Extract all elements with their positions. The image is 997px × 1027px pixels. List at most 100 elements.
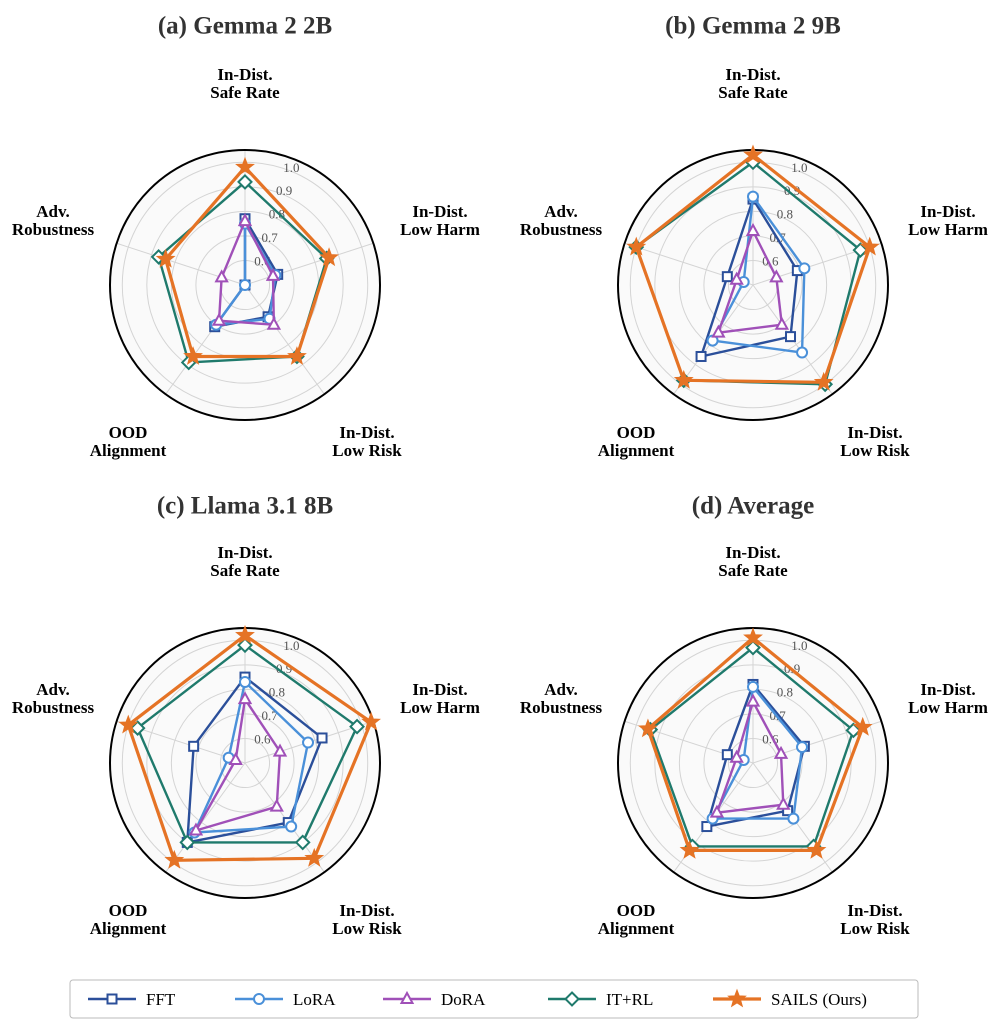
outer-ring [109,149,381,421]
legend: FFT LoRA DoRA IT+RL SAILS (Ours) [69,979,919,1019]
data-point-sails-ours [118,714,139,734]
legend-label: DoRA [441,990,486,1009]
series-it-rl [129,637,365,851]
axis-label-in-dist-safe-rate: In-Dist. Safe Rate [210,65,280,102]
data-point-sails-ours [304,847,325,867]
data-point-dora [709,804,725,818]
data-point-it-rl [179,834,196,851]
series-sails-ours [118,624,381,869]
series-line-dora [194,697,282,832]
data-point-sails-ours [235,624,255,644]
data-point-lora [239,279,251,291]
data-point-dora [228,751,243,765]
data-point-dora [745,693,761,707]
legend-label: LoRA [293,990,336,1009]
data-point-lora [798,262,811,275]
data-point-sails-ours [361,711,381,731]
data-point-sails-ours [806,839,827,859]
data-point-sails-ours [673,369,694,389]
grid-spoke [244,242,374,286]
series-line-fft [699,197,799,358]
data-point-dora [776,796,791,810]
axis-label-in-dist-low-harm: In-Dist. Low Harm [908,680,988,717]
data-point-dora [729,749,744,763]
panel-title: (d) Average [692,493,814,520]
series-line-sails-ours [634,153,872,384]
series-fft [695,193,803,362]
data-point-dora [272,743,288,757]
series-line-dora [715,700,785,814]
axis-label-in-dist-low-risk: In-Dist. Low Risk [332,423,402,460]
data-point-lora [796,346,809,359]
data-point-dora [729,271,744,285]
radial-tick-label: 0.9 [784,183,800,198]
series-sails-ours [638,627,873,859]
legend-marker [106,993,118,1005]
series-lora [706,680,809,825]
data-point-it-rl [237,637,253,654]
series-dora [709,693,791,818]
radar-panel-1: (a) Gemma 2 2B0.60.70.80.91.0In-Dist. Saf… [12,13,480,460]
axis-label-adv-robustness: Adv. Robustness [12,680,95,717]
data-point-fft [188,740,200,752]
grid-spoke [165,762,246,873]
axis-label-adv-robustness: Adv. Robustness [520,680,603,717]
axis-label-in-dist-low-risk: In-Dist. Low Risk [840,901,910,938]
data-point-sails-ours [319,247,339,267]
axis-label-in-dist-safe-rate: In-Dist. Safe Rate [718,543,788,580]
series-line-sails-ours [164,165,331,359]
data-point-lora [747,190,759,203]
axis-label-in-dist-low-risk: In-Dist. Low Risk [332,901,402,938]
series-line-lora [711,685,804,820]
data-point-fft [785,331,797,343]
data-point-lora [285,820,298,833]
data-point-sails-ours [155,248,176,268]
axis-label-ood-alignment: OOD Alignment [598,423,675,460]
data-point-dora [774,316,790,330]
data-point-fft [316,732,328,744]
axis-label-in-dist-low-risk: In-Dist. Low Risk [840,423,910,460]
radar-panel-3: (c) Llama 3.1 8B0.60.70.80.91.0In-Dist. S… [12,493,480,938]
axis-label-in-dist-low-harm: In-Dist. Low Harm [400,202,480,239]
panel-title: (b) Gemma 2 9B [665,13,841,40]
series-line-it-rl [157,180,328,364]
data-point-lora [747,680,759,693]
axis-label-ood-alignment: OOD Alignment [598,901,675,938]
data-point-sails-ours [183,346,203,365]
radial-tick-label: 1.0 [791,160,807,175]
data-point-lora [302,736,315,749]
data-point-sails-ours [743,627,763,647]
data-point-dora [769,269,784,283]
data-point-lora [239,676,251,688]
axis-label-in-dist-safe-rate: In-Dist. Safe Rate [718,65,788,102]
legend-label: SAILS (Ours) [771,990,867,1009]
series-line-it-rl [136,643,359,844]
radar-panel-2: (b) Gemma 2 9B0.60.70.80.91.0In-Dist. Saf… [520,13,988,460]
series-line-fft [186,675,324,844]
data-point-sails-ours [638,718,658,738]
axis-label-adv-robustness: Adv. Robustness [12,202,95,239]
data-point-sails-ours [743,144,763,164]
legend-item-it-rl: IT+RL [548,990,653,1009]
legend-marker [399,990,415,1004]
radial-tick-label: 0.9 [276,183,292,198]
radial-tick-label: 1.0 [283,160,299,175]
legend-item-lora: LoRA [235,990,336,1009]
legend-item-dora: DoRA [383,990,486,1009]
data-point-dora [188,822,204,836]
legend-marker [564,991,580,1007]
data-point-sails-ours [287,346,307,365]
radial-tick-label: 0.8 [269,207,285,222]
data-point-it-rl [294,834,311,851]
data-point-dora [745,222,761,236]
legend-label: FFT [146,990,176,1009]
legend-marker [253,993,265,1005]
data-point-it-rl [237,173,253,190]
data-point-fft [695,350,707,362]
data-point-dora [266,316,282,330]
data-point-lora [796,741,809,754]
data-point-sails-ours [813,371,834,391]
series-line-lora [711,195,806,354]
